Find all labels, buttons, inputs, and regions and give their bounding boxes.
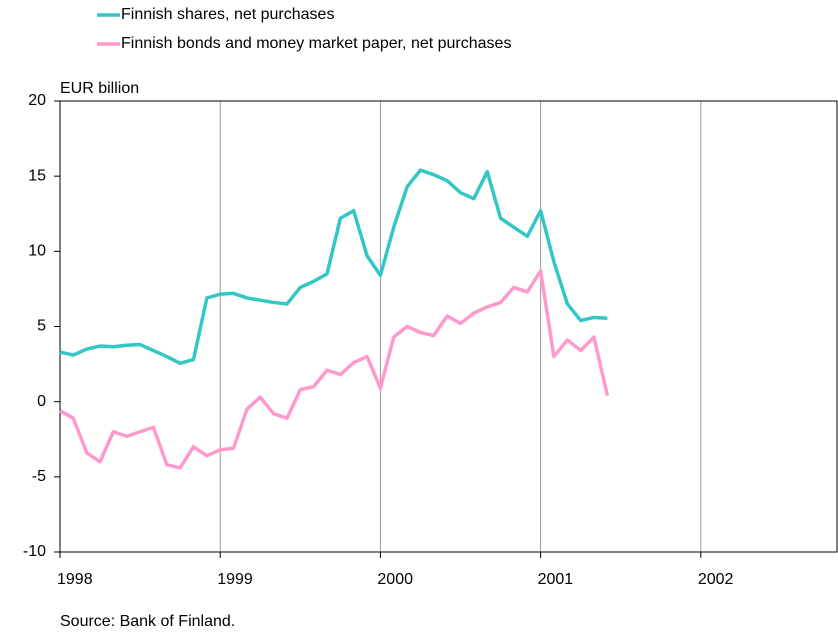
- y-tick-label: -5: [32, 468, 46, 485]
- plot-frame: [59, 100, 838, 553]
- y-axis-label: EUR billion: [60, 80, 139, 97]
- x-tick-label: 2002: [698, 571, 734, 588]
- y-tick-label: 15: [28, 167, 46, 184]
- legend-label: Finnish shares, net purchases: [121, 6, 334, 23]
- x-tick-label: 2000: [377, 571, 413, 588]
- y-tick-label: 20: [28, 92, 46, 109]
- x-tick-label: 1999: [217, 571, 253, 588]
- x-tick-label: 2001: [538, 571, 574, 588]
- y-tick-label: -10: [23, 543, 46, 560]
- series-line: [59, 168, 608, 366]
- legend-label: Finnish bonds and money market paper, ne…: [121, 35, 511, 52]
- y-tick-label: 0: [37, 393, 46, 410]
- source: Source: Bank of Finland.: [60, 613, 235, 630]
- x-tick-label: 1998: [57, 571, 93, 588]
- y-tick-label: 5: [37, 318, 46, 335]
- series-line: [59, 269, 610, 470]
- y-tick-label: 10: [28, 243, 46, 260]
